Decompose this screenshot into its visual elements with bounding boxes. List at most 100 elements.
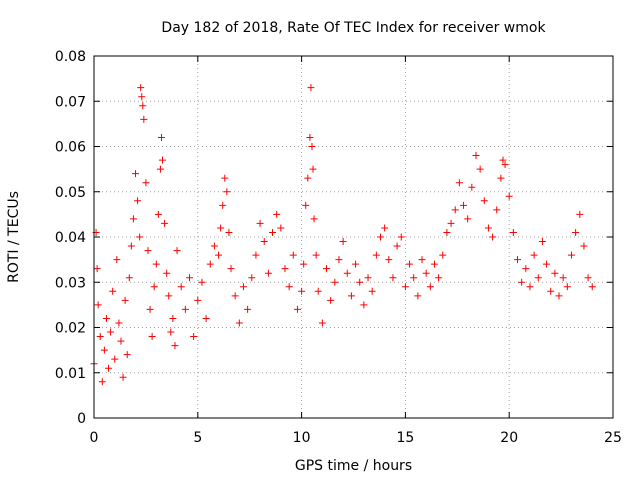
- data-point: [269, 228, 277, 236]
- data-point: [360, 301, 368, 309]
- data-point: [109, 287, 117, 295]
- data-point: [372, 251, 380, 259]
- data-point: [567, 251, 575, 259]
- x-tick-label: 0: [90, 430, 99, 446]
- grid-lines: [94, 56, 613, 418]
- y-tick-label: 0: [77, 411, 86, 427]
- data-point: [308, 143, 316, 150]
- data-point: [352, 260, 360, 268]
- data-point: [410, 274, 418, 282]
- y-tick-label: 0.03: [55, 275, 86, 291]
- data-point: [493, 206, 501, 214]
- data-point: [107, 328, 115, 336]
- data-point: [137, 84, 145, 92]
- data-point: [393, 242, 401, 250]
- data-point: [522, 265, 530, 273]
- data-point: [252, 251, 260, 259]
- data-point: [331, 278, 339, 286]
- data-point: [347, 292, 355, 300]
- data-point: [190, 333, 198, 341]
- data-point: [543, 260, 551, 268]
- x-tick-label: 10: [293, 430, 311, 446]
- data-point: [443, 228, 451, 236]
- data-point: [167, 328, 175, 336]
- axis-tick-labels: 0 0.01 0.02 0.03 0.04 0.05 0.06 0.07 0.08 0 5 10 15 2…: [55, 49, 622, 446]
- axis-ticks: [93, 55, 614, 419]
- data-point: [165, 292, 173, 300]
- data-point: [157, 133, 165, 141]
- data-point: [472, 152, 480, 160]
- data-point: [96, 333, 104, 341]
- data-point: [551, 269, 559, 277]
- data-point: [169, 314, 177, 322]
- data-point: [121, 296, 129, 304]
- data-point: [215, 251, 223, 259]
- data-point: [146, 305, 154, 313]
- data-point: [307, 84, 315, 92]
- data-point: [339, 238, 347, 246]
- y-tick-label: 0.02: [55, 321, 86, 337]
- data-point: [248, 274, 256, 282]
- data-point: [105, 364, 113, 372]
- data-point: [584, 274, 592, 282]
- chart-title: Day 182 of 2018, Rate Of TEC Index for r…: [161, 20, 546, 36]
- data-point: [464, 215, 472, 223]
- data-point: [136, 233, 144, 241]
- scatter-points: [90, 84, 596, 386]
- data-point: [406, 260, 414, 268]
- data-point: [185, 274, 193, 282]
- data-point: [142, 179, 150, 187]
- data-point: [150, 283, 158, 291]
- data-point: [526, 283, 534, 291]
- data-point: [171, 342, 179, 350]
- data-point: [547, 287, 555, 295]
- x-tick-label: 15: [396, 430, 414, 446]
- data-point: [198, 278, 206, 286]
- data-point: [381, 224, 389, 232]
- data-point: [572, 228, 580, 236]
- data-point: [397, 233, 405, 241]
- data-point: [256, 219, 264, 227]
- data-point: [223, 188, 231, 196]
- data-point: [422, 269, 430, 277]
- data-point: [125, 274, 133, 282]
- data-point: [139, 102, 147, 110]
- data-point: [217, 224, 225, 232]
- data-point: [376, 233, 384, 241]
- x-tick-label: 20: [500, 430, 518, 446]
- data-point: [132, 170, 140, 178]
- data-point: [102, 314, 110, 322]
- data-point: [202, 314, 210, 322]
- data-point: [455, 179, 463, 187]
- y-tick-label: 0.01: [55, 366, 86, 382]
- data-point: [194, 296, 202, 304]
- data-point: [293, 305, 301, 313]
- data-point: [281, 265, 289, 273]
- data-point: [555, 292, 563, 300]
- data-point: [509, 228, 517, 236]
- data-point: [484, 224, 492, 232]
- data-point: [418, 256, 426, 264]
- data-point: [451, 206, 459, 214]
- data-point: [426, 283, 434, 291]
- data-point: [435, 274, 443, 282]
- data-point: [127, 242, 135, 250]
- data-point: [439, 251, 447, 259]
- data-point: [123, 351, 131, 359]
- data-point: [460, 201, 468, 209]
- data-point: [401, 283, 409, 291]
- data-point: [239, 283, 247, 291]
- data-point: [534, 274, 542, 282]
- data-point: [173, 247, 181, 255]
- data-point: [206, 260, 214, 268]
- data-point: [235, 319, 243, 327]
- data-point: [300, 260, 308, 268]
- data-point: [260, 238, 268, 246]
- y-tick-label: 0.06: [55, 140, 86, 156]
- data-point: [430, 260, 438, 268]
- data-point: [161, 219, 169, 227]
- data-point: [119, 373, 127, 381]
- data-point: [563, 283, 571, 291]
- y-tick-label: 0.04: [55, 230, 86, 246]
